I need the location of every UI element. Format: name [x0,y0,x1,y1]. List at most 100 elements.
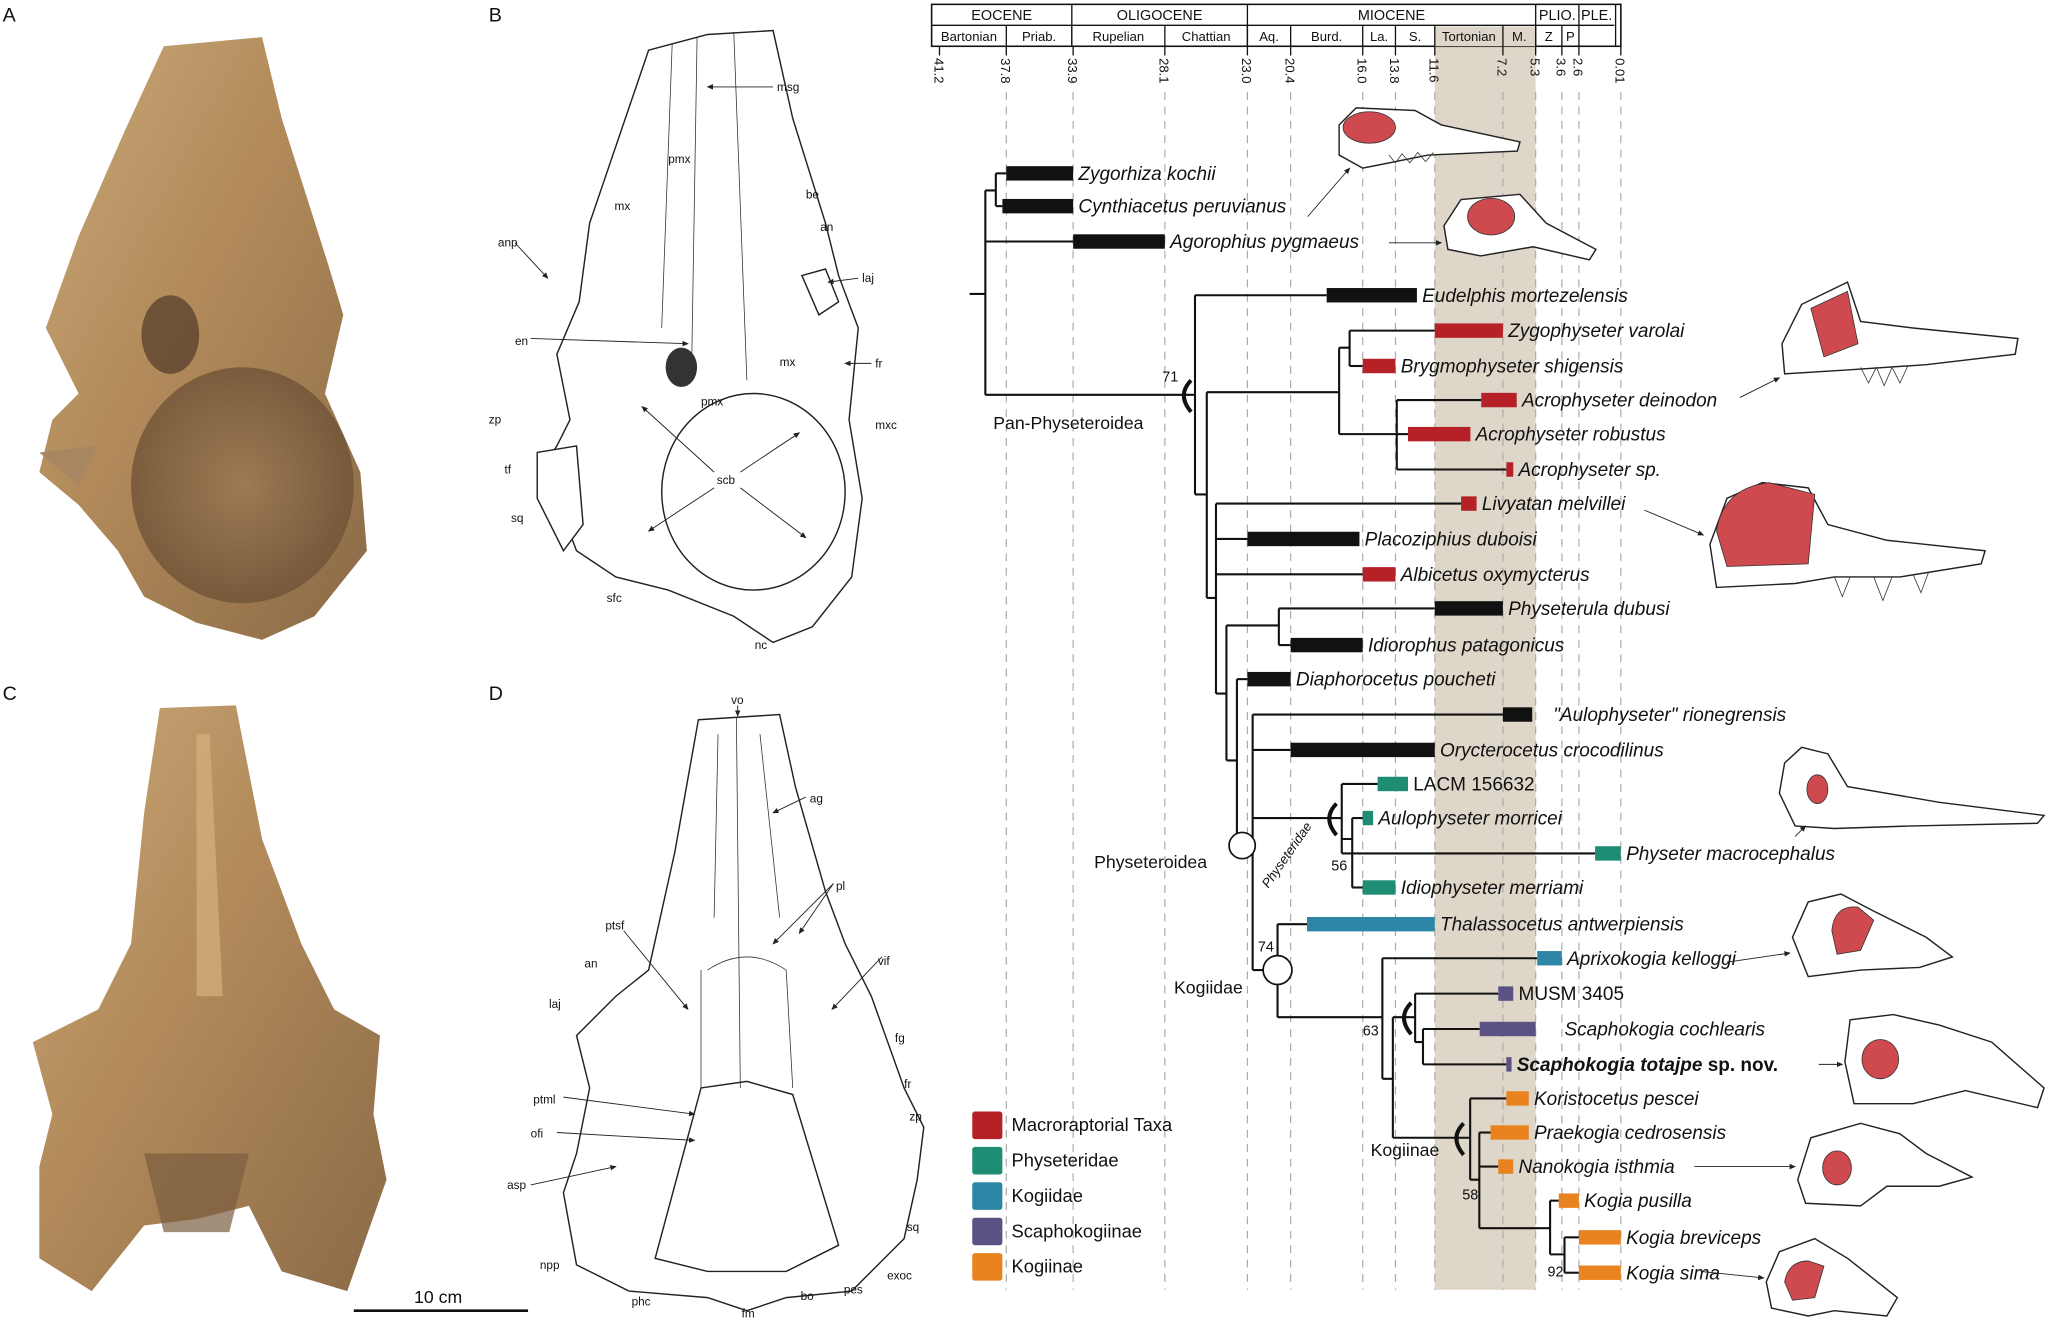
taxon-label: Kogia pusilla [1584,1191,1692,1212]
epoch-label: PLIO. [1539,8,1576,24]
label-zp: zp [489,414,502,427]
legend-label: Physeteridae [1012,1150,1119,1171]
skull-sketch-nanokogia [1796,1122,1974,1207]
clade-kogiidae: Kogiidae [1174,978,1243,998]
clade-kogiinae: Kogiinae [1371,1140,1440,1160]
epoch-label: OLIGOCENE [1117,8,1203,24]
taxon-name: Acrophyseter robustus [1475,425,1666,446]
stage-label: La. [1370,29,1388,44]
taxon-name: Aulophyseter morricei [1377,809,1562,830]
range-bar [1481,392,1517,408]
taxon-label: Zygophyseter varolai [1507,321,1685,342]
label-vif: vif [878,955,891,968]
support-kogiidae: 74 [1258,940,1274,956]
bracket-kogiinae [1454,1121,1466,1157]
tick-label: 37.8 [998,58,1013,83]
label-scb: scb [717,474,736,487]
range-bar [1506,1057,1512,1072]
taxon-name: Cynthiacetus peruvianus [1078,197,1286,218]
range-bar [1537,951,1562,966]
taxon-name: Acrophyseter deinodon [1521,391,1717,412]
stage-label: Rupelian [1092,29,1144,44]
geologic-timescale: EOCENE OLIGOCENE MIOCENE PLIO. PLE. Bartonian… [930,3,1628,84]
taxon-label: Kogia breviceps [1626,1228,1762,1249]
clade-pan-physeteroidea: Pan-Physeteroidea [993,413,1143,433]
label-pmx: pmx [668,153,690,166]
label-sq-d: sq [907,1221,919,1234]
legend-label: Kogiidae [1012,1185,1083,1206]
range-bar [1002,198,1074,214]
range-bar [1498,1159,1514,1174]
taxon-suffix: sp. nov. [1702,1055,1778,1076]
taxon-label: Scaphokogia cochlearis [1564,1020,1765,1041]
range-bar [1407,426,1471,442]
stage-label: Bartonian [941,29,997,44]
skull-sketch-kogia-sima [1765,1237,1899,1317]
stage-label: Tortonian [1442,29,1496,44]
stage-label: Aq. [1259,29,1279,44]
taxon-name: Zygophyseter varolai [1507,321,1685,342]
taxon-name: Agorophius pygmaeus [1169,232,1359,253]
skull-sketch-cynthiacetus [1338,107,1521,169]
taxon-label: Acrophyseter robustus [1475,425,1666,446]
range-bar [1434,601,1503,616]
range-bar [1247,531,1360,547]
bracket-scaphokogiinae [1402,1001,1413,1036]
label-ag: ag [810,792,823,805]
skull-drawing-dorsal [536,29,863,644]
taxon-label: Physeter macrocephalus [1626,844,1835,865]
range-bar [1362,810,1374,826]
taxon-label: Brygmophyseter shigensis [1401,357,1624,378]
range-bar [1479,1021,1536,1037]
stage-label: Z [1545,29,1553,44]
tick-label: 7.2 [1495,58,1510,76]
label-sfc: sfc [607,592,622,605]
range-bar [1307,916,1435,932]
range-bar [1290,742,1435,758]
stage-label: M. [1512,29,1527,44]
clade-labels: Pan-Physeteroidea Physeteroidea Kogiidae… [993,413,1439,1160]
taxon-name: Orycterocetus crocodilinus [1440,740,1664,761]
taxon-label: "Aulophyseter" rionegrensis [1553,705,1786,726]
support-physeteridae: 56 [1331,858,1347,874]
range-bar [1290,637,1363,653]
label-npp: npp [540,1259,560,1272]
taxon-name: Thalassocetus antwerpiensis [1440,915,1684,936]
range-bar [1362,567,1396,582]
range-bar [1461,496,1477,511]
node-circle-physeteroidea [1228,831,1257,860]
label-be: be [806,188,820,201]
taxon-label: Zygorhiza kochii [1077,164,1216,185]
taxon-label: Idiophyseter merriami [1401,878,1584,899]
label-pmx-2: pmx [701,395,723,408]
taxon-label: Cynthiacetus peruvianus [1078,197,1286,218]
support-scaphokogiinae: 63 [1363,1024,1379,1040]
taxon-name: Koristocetus pescei [1534,1089,1699,1110]
epoch-label: PLE. [1581,8,1612,24]
clade-physeteridae: Physeteridae [1259,819,1315,890]
label-ptsf: ptsf [605,919,625,932]
label-mxc: mxc [875,419,897,432]
taxon-name: Diaphorocetus poucheti [1296,670,1496,691]
support-pan: 71 [1162,370,1178,386]
node-circle-kogiidae [1262,954,1293,986]
taxon-label: Koristocetus pescei [1534,1089,1699,1110]
taxon-name: Livyatan melvillei [1482,494,1626,515]
taxon-label: Idiorophus patagonicus [1368,636,1565,657]
range-bar [1506,462,1514,477]
range-bar [1434,323,1503,338]
taxon-label: Aulophyseter morricei [1377,809,1562,830]
panel-d-labels: vo ag pl ptsf an vif laj fg fr ptml zp o… [507,694,922,1319]
clade-physeteroidea: Physeteroidea [1094,852,1207,872]
label-ptml: ptml [533,1094,555,1107]
range-bar [1362,880,1396,895]
taxon-name: Zygorhiza kochii [1077,164,1216,185]
stratigraphic-ranges [1002,166,1621,1280]
taxon-name: Physeterula dubusi [1508,599,1670,620]
range-bar [1490,1125,1529,1140]
bracket-pan [1181,379,1193,414]
tick-label: 2.6 [1571,58,1586,76]
taxon-label: Acrophyseter deinodon [1521,391,1717,412]
taxon-label: Agorophius pygmaeus [1169,232,1359,253]
